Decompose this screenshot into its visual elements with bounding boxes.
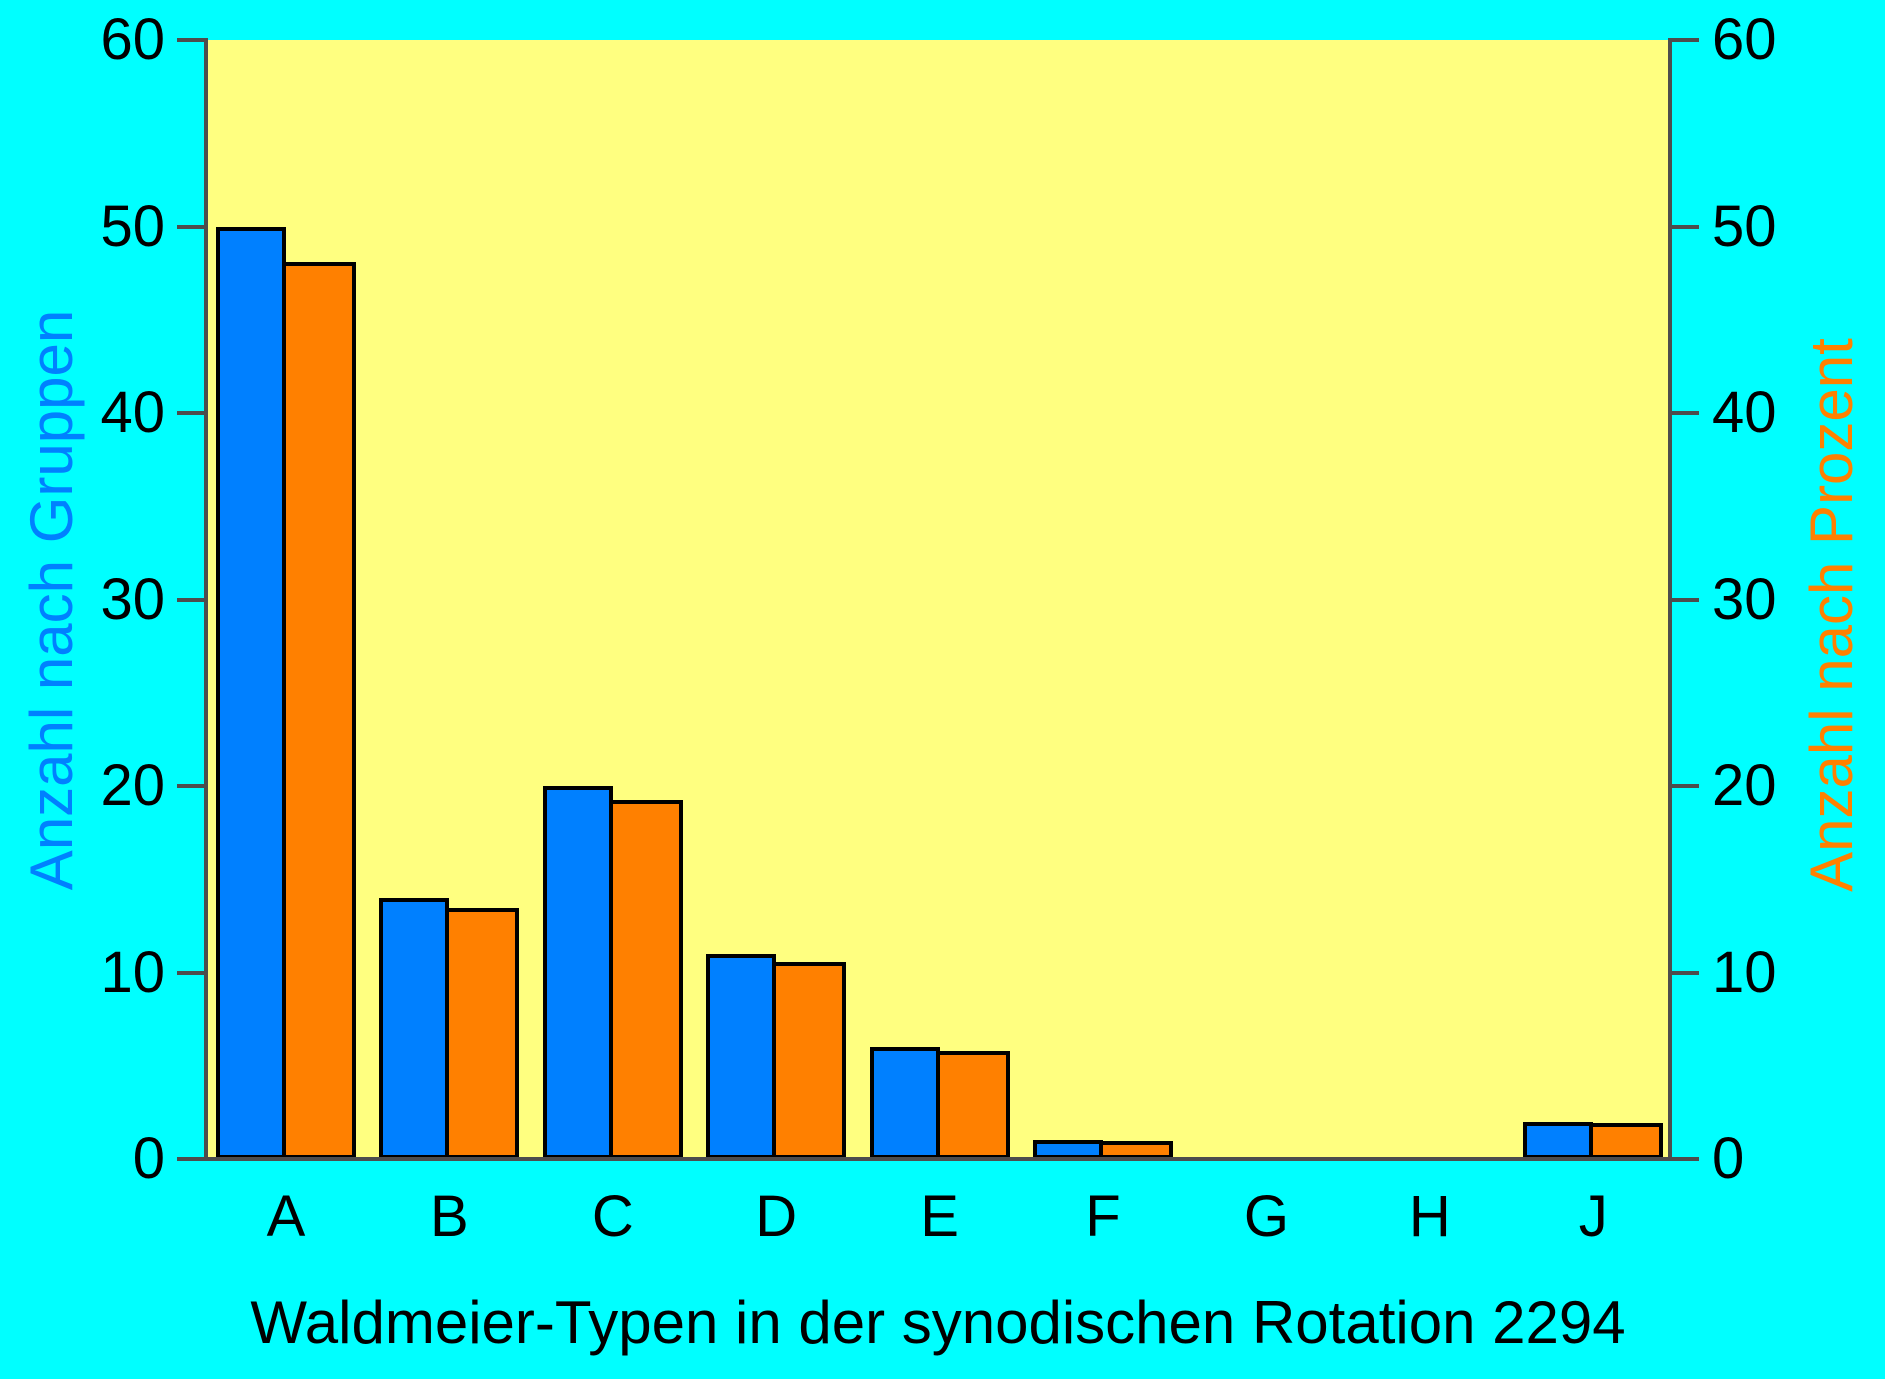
x-label-B: B	[430, 1184, 469, 1249]
x-label-E: E	[920, 1184, 959, 1249]
y-tick-label-left-30: 30	[100, 566, 165, 632]
bar-D-prozent	[772, 961, 847, 1159]
y-tick-label-right-20: 20	[1712, 753, 1777, 818]
y-tick-right-50	[1670, 224, 1699, 229]
bar-J-prozent	[1589, 1123, 1664, 1159]
y-tick-label-right-60: 60	[1712, 7, 1777, 72]
y-tick-right-40	[1670, 411, 1699, 415]
x-label-C: C	[591, 1184, 634, 1249]
y-tick-label-right-0: 0	[1712, 1126, 1745, 1191]
bar-B-prozent	[445, 907, 520, 1159]
x-axis-line	[177, 1157, 1699, 1161]
bar-J-gruppen	[1523, 1121, 1594, 1159]
y-tick-label-left-40: 40	[100, 380, 165, 445]
x-label-F: F	[1085, 1184, 1121, 1249]
bar-D-gruppen	[706, 953, 777, 1159]
bar-F-prozent	[1099, 1141, 1173, 1159]
y-tick-right-60	[1670, 38, 1699, 42]
y-tick-label-right-30: 30	[1712, 566, 1777, 632]
y-tick-right-10	[1670, 970, 1699, 975]
y-tick-left-40	[177, 411, 206, 415]
x-label-H: H	[1408, 1184, 1451, 1249]
y-tick-label-left-20: 20	[100, 753, 165, 818]
y-tick-label-right-50: 50	[1712, 193, 1777, 259]
bar-C-gruppen	[542, 786, 613, 1159]
bar-B-gruppen	[379, 897, 450, 1159]
y-axis-left-line	[204, 38, 208, 1161]
y-tick-label-right-10: 10	[1712, 939, 1777, 1005]
y-tick-left-50	[177, 224, 206, 229]
y-axis-right-line	[1668, 38, 1672, 1161]
y-tick-left-10	[177, 970, 206, 975]
y-tick-label-left-10: 10	[100, 939, 165, 1005]
bar-C-prozent	[608, 800, 683, 1159]
chart-title: Waldmeier-Typen in der synodischen Rotat…	[250, 1289, 1626, 1356]
x-label-G: G	[1243, 1184, 1289, 1249]
y-tick-right-30	[1670, 597, 1699, 602]
y-tick-label-right-40: 40	[1712, 380, 1777, 445]
bar-A-gruppen	[216, 226, 286, 1159]
y-tick-label-left-0: 0	[132, 1126, 165, 1191]
bar-E-prozent	[935, 1051, 1010, 1159]
x-label-J: J	[1578, 1184, 1608, 1249]
y-tick-left-30	[177, 597, 206, 602]
x-label-A: A	[266, 1184, 306, 1249]
x-label-D: D	[755, 1184, 798, 1249]
bar-E-gruppen	[869, 1047, 940, 1159]
y-tick-label-left-60: 60	[100, 7, 165, 72]
y-tick-right-20	[1670, 784, 1699, 788]
y-tick-left-20	[177, 784, 206, 788]
y-tick-label-left-50: 50	[100, 193, 165, 259]
bar-A-prozent	[282, 262, 356, 1159]
y-tick-left-60	[177, 38, 206, 42]
